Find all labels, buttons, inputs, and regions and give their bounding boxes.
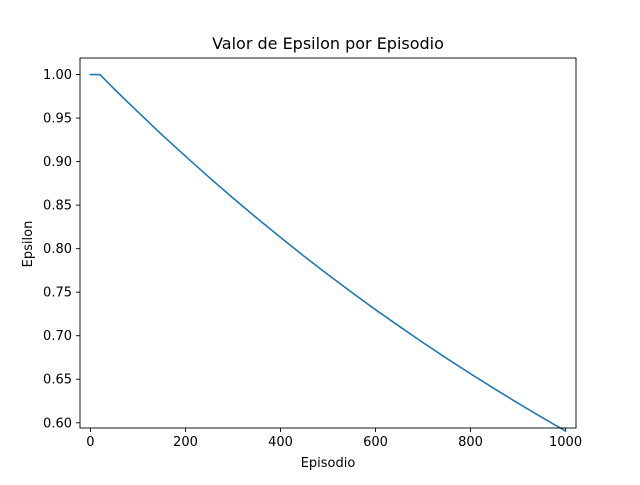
plot-area-frame <box>79 57 577 429</box>
y-tick-label: 0.60 <box>43 416 72 431</box>
y-axis-label: Epsilon <box>21 221 36 268</box>
x-tick-label: 0 <box>86 435 94 450</box>
series-line-0 <box>89 73 567 432</box>
y-tick-label: 0.75 <box>43 286 72 301</box>
y-tick-label: 0.65 <box>43 373 72 388</box>
y-tick-label: 0.90 <box>43 155 72 170</box>
x-tick-label: 400 <box>268 435 293 450</box>
x-tick-label: 1000 <box>549 435 582 450</box>
chart-title: Valor de Epsilon por Episodio <box>212 34 444 53</box>
y-tick-label: 0.95 <box>43 112 72 127</box>
y-axis-ticks: 0.60 0.65 0.70 0.75 0.80 0.85 0.90 0.95 1.00 <box>43 68 80 431</box>
y-tick-label: 0.70 <box>43 329 72 344</box>
x-tick-label: 800 <box>458 435 483 450</box>
y-tick-label: 1.00 <box>43 68 72 83</box>
x-tick-label: 200 <box>173 435 198 450</box>
y-tick-label: 0.80 <box>43 242 72 257</box>
x-axis-ticks: 0 200 400 600 800 1000 <box>86 428 582 450</box>
x-axis-label: Episodio <box>301 456 356 471</box>
series-layer <box>89 73 567 432</box>
y-tick-label: 0.85 <box>43 199 72 214</box>
x-tick-label: 600 <box>363 435 388 450</box>
